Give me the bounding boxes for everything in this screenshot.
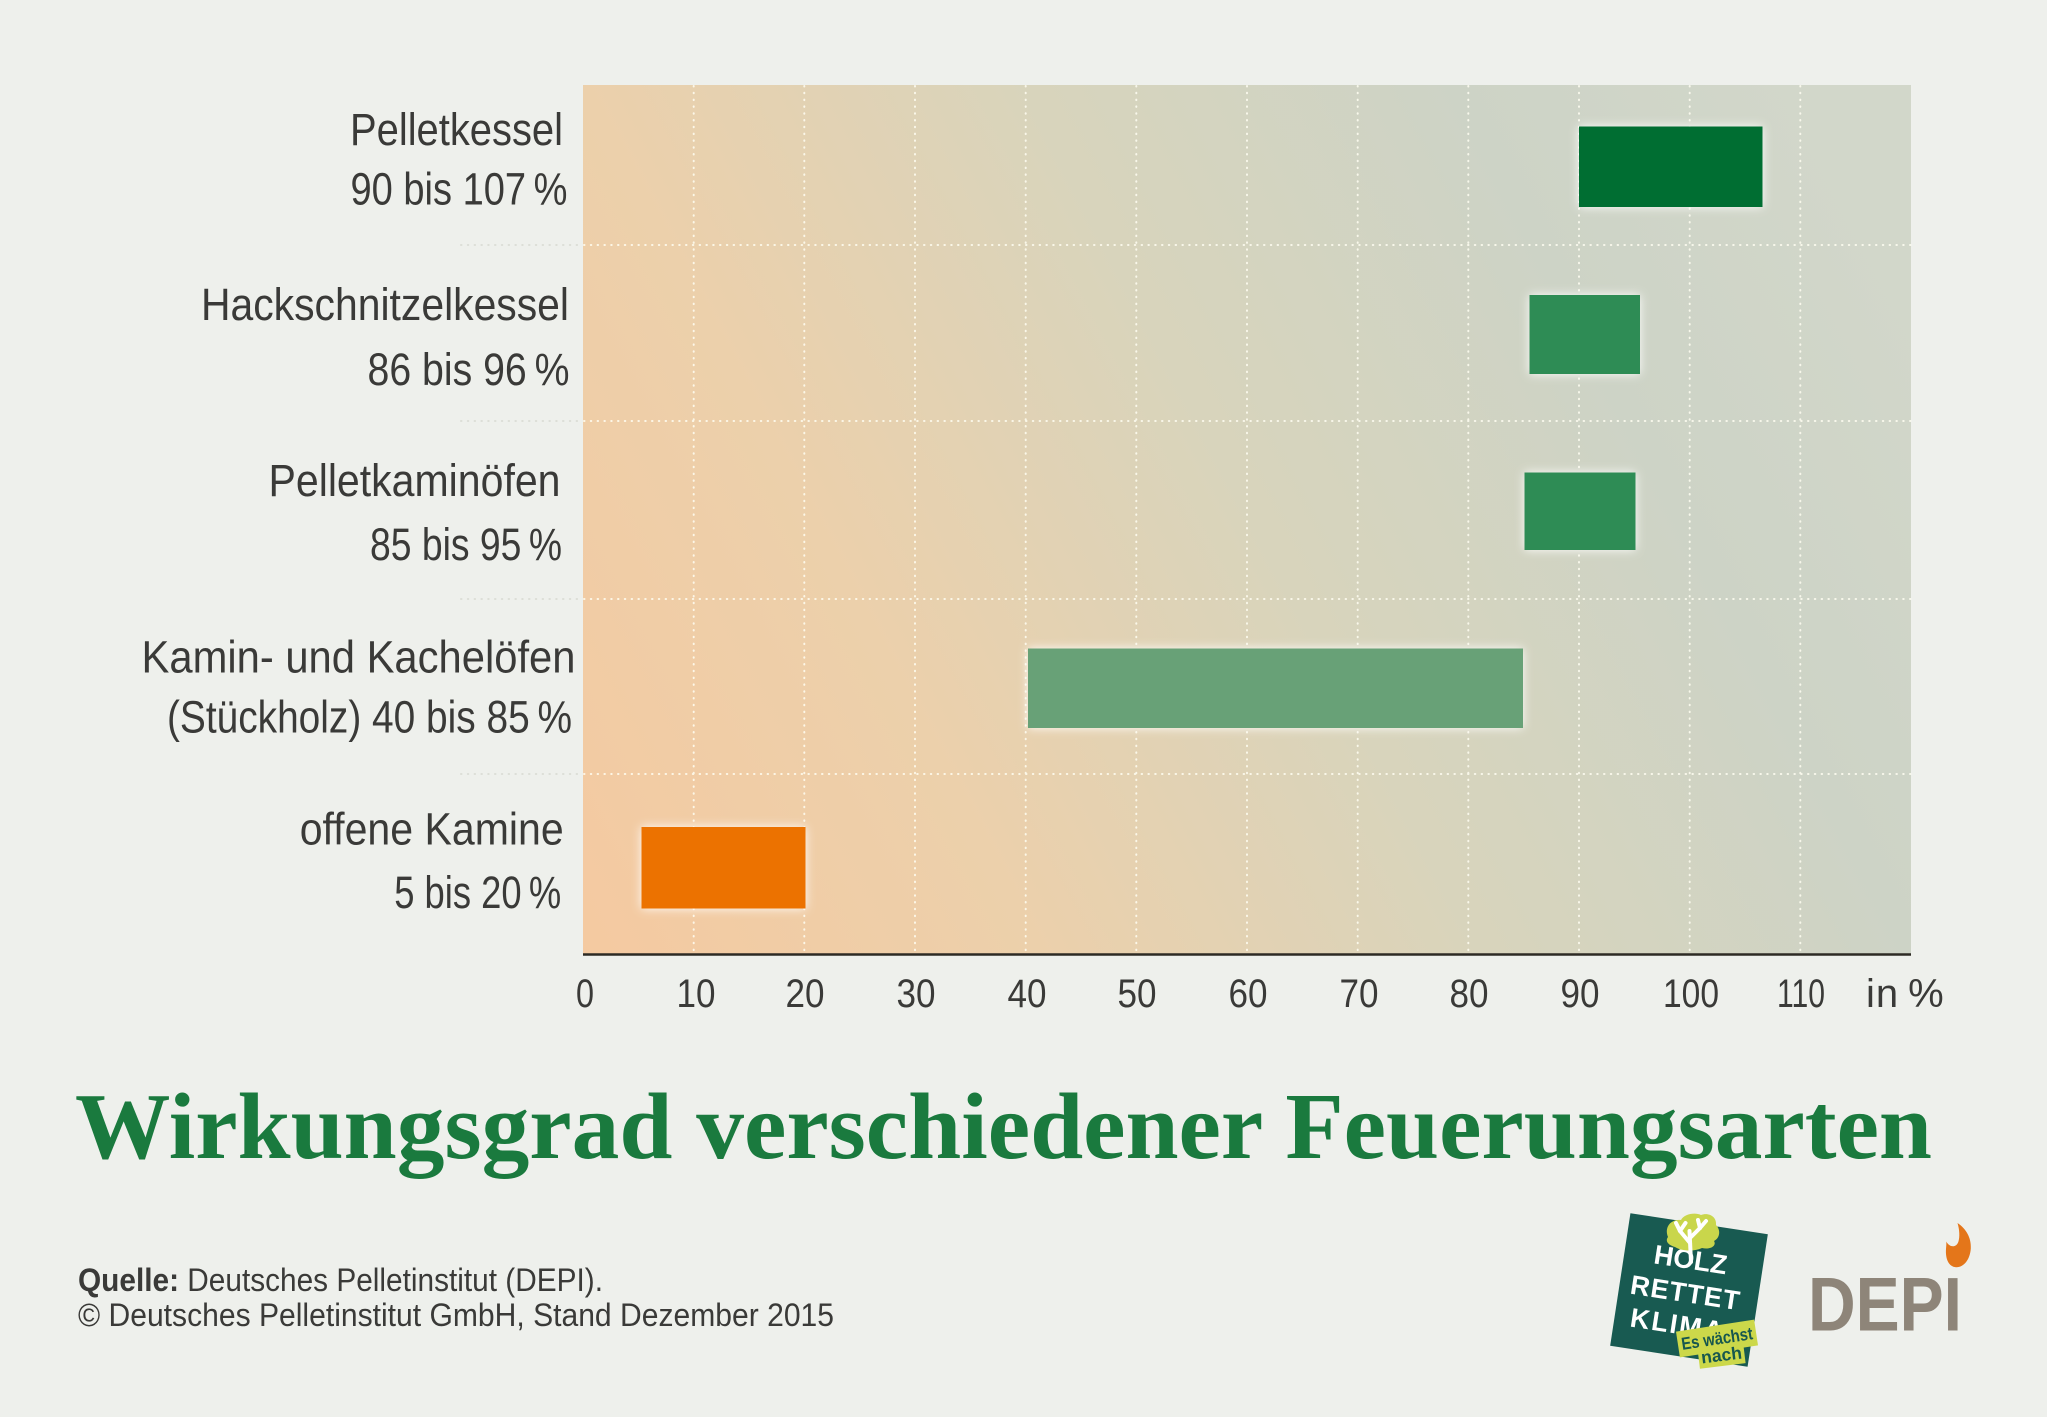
svg-text:50: 50	[1118, 972, 1157, 1016]
svg-text:90 bis 107 %: 90 bis 107 %	[351, 164, 568, 215]
svg-text:nach: nach	[1700, 1343, 1743, 1368]
svg-text:Hackschnitzelkessel: Hackschnitzelkessel	[201, 279, 569, 330]
svg-text:Pelletkessel: Pelletkessel	[350, 104, 563, 155]
svg-text:5 bis 20 %: 5 bis 20 %	[394, 867, 561, 918]
svg-text:70: 70	[1340, 972, 1379, 1016]
svg-text:Pelletkaminöfen: Pelletkaminöfen	[269, 455, 561, 506]
svg-text:© Deutsches Pelletinstitut Gmb: © Deutsches Pelletinstitut GmbH, Stand D…	[78, 1297, 834, 1333]
svg-text:Kamin- und Kachelöfen: Kamin- und Kachelöfen	[142, 632, 576, 683]
svg-text:Wirkungsgrad verschiedener Feu: Wirkungsgrad verschiedener Feuerungsarte…	[75, 1075, 1932, 1179]
svg-text:60: 60	[1229, 972, 1268, 1016]
svg-text:40: 40	[1008, 972, 1047, 1016]
svg-text:90: 90	[1561, 972, 1600, 1016]
svg-text:Quelle: Deutsches Pelletinstit: Quelle: Deutsches Pelletinstitut (DEPI).	[78, 1262, 603, 1298]
svg-text:100: 100	[1663, 972, 1719, 1016]
svg-text:86 bis 96 %: 86 bis 96 %	[368, 344, 570, 395]
svg-text:offene Kamine: offene Kamine	[300, 804, 564, 855]
svg-text:in %: in %	[1866, 972, 1945, 1016]
svg-text:0: 0	[576, 972, 594, 1016]
svg-text:110: 110	[1777, 972, 1825, 1016]
svg-text:(Stückholz) 40 bis 85 %: (Stückholz) 40 bis 85 %	[167, 692, 572, 743]
svg-text:85 bis 95 %: 85 bis 95 %	[370, 519, 562, 570]
svg-text:20: 20	[786, 972, 825, 1016]
svg-text:DEPI: DEPI	[1808, 1263, 1962, 1348]
svg-text:10: 10	[677, 972, 716, 1016]
svg-text:30: 30	[897, 972, 936, 1016]
svg-text:80: 80	[1450, 972, 1489, 1016]
